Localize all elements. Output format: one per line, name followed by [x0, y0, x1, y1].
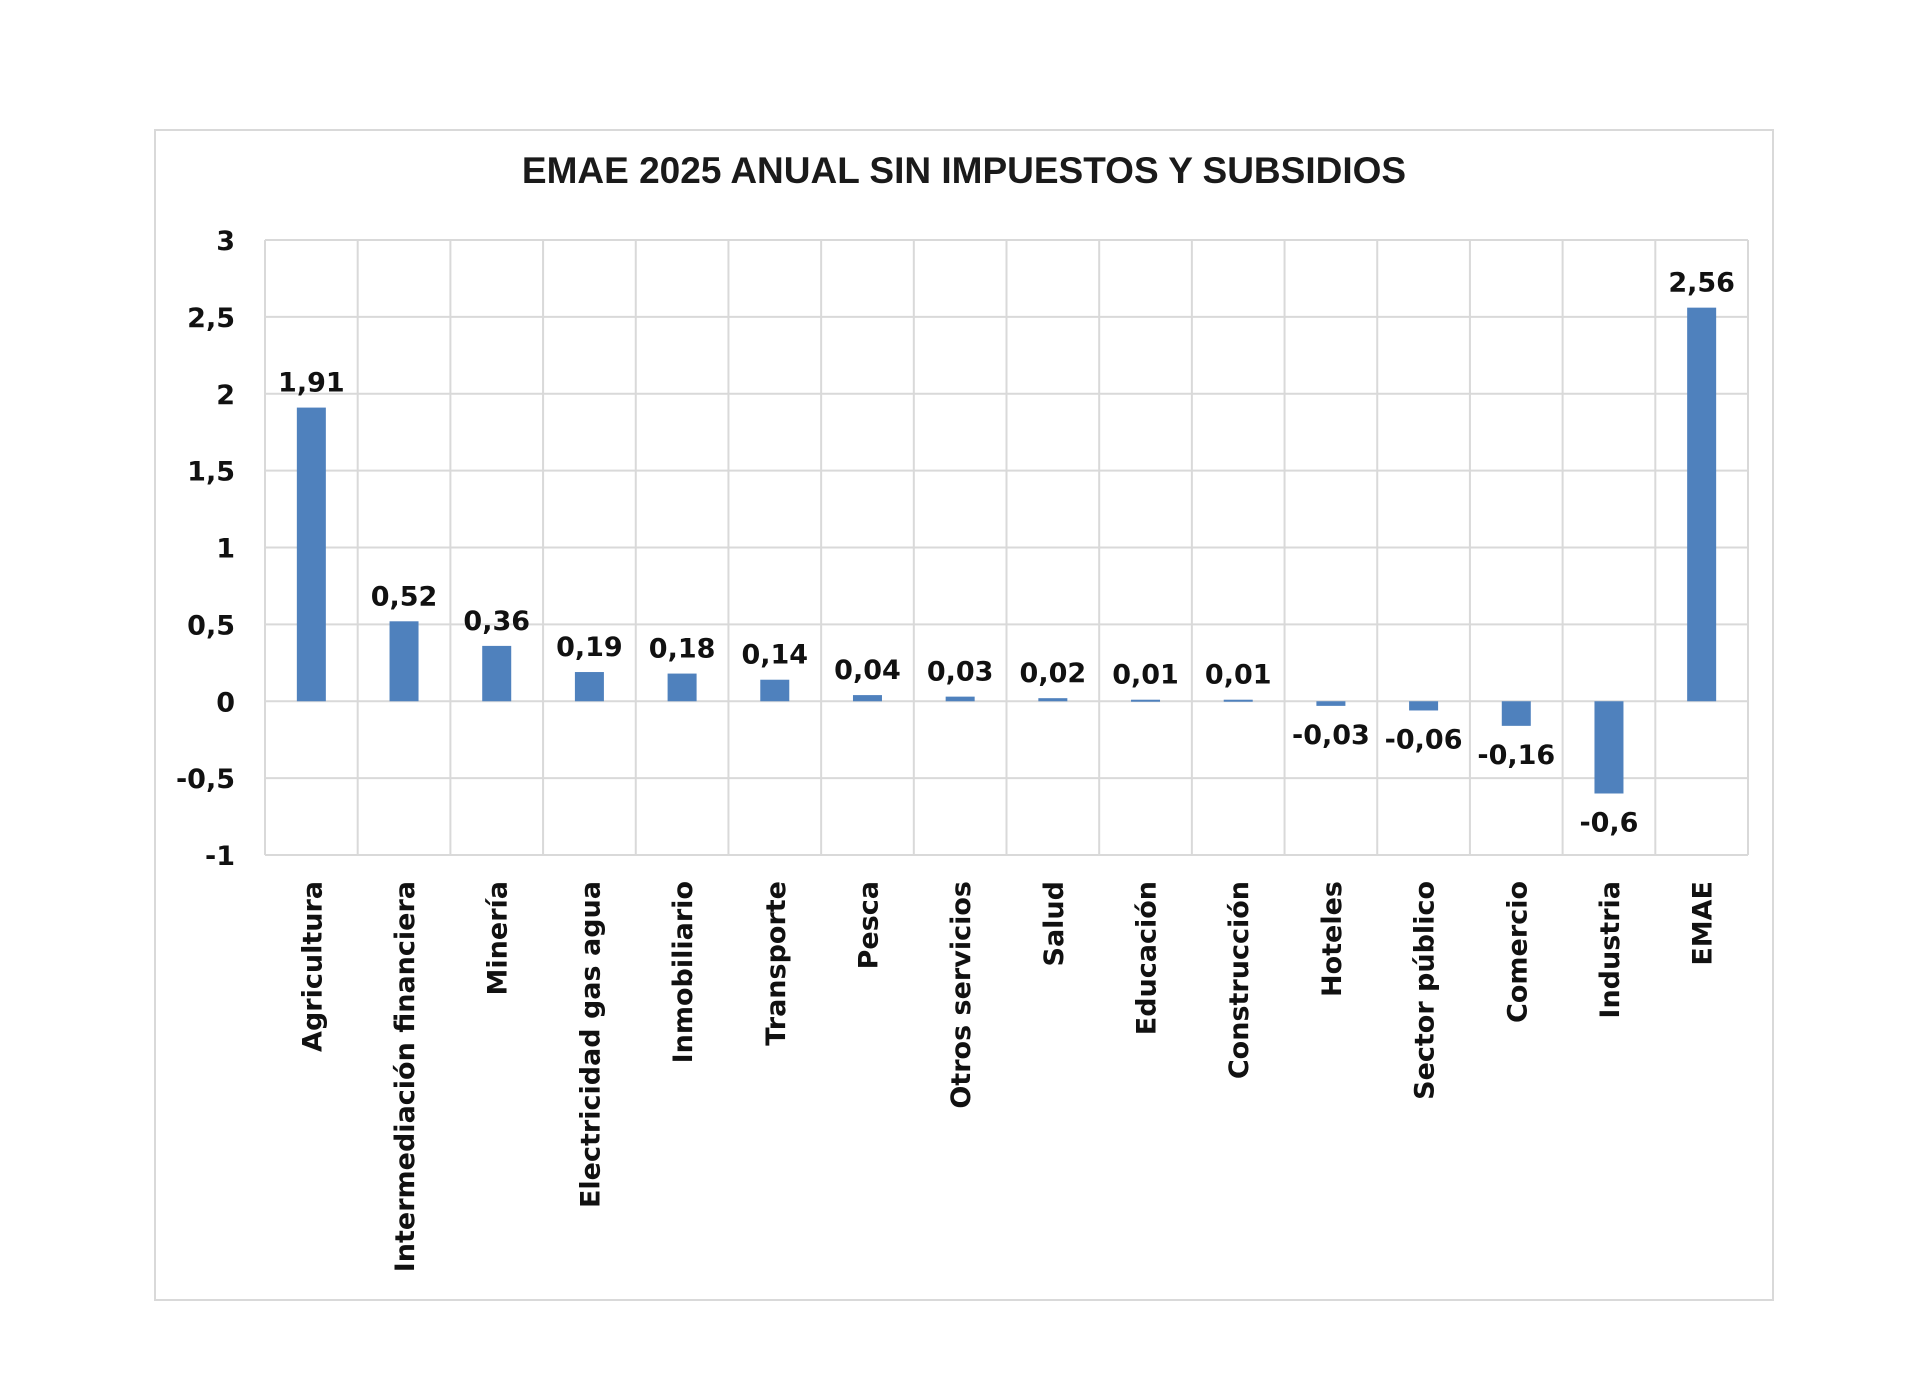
bar [1131, 699, 1161, 702]
data-label: -0,03 [1292, 720, 1370, 751]
data-label: 1,91 [278, 368, 345, 399]
bar [389, 621, 419, 702]
bar [1409, 701, 1439, 711]
x-tick-label: Minería [483, 881, 514, 995]
x-tick-label: Electricidad gas agua [575, 881, 606, 1208]
x-tick-label: Industria [1595, 881, 1626, 1019]
chart-title: EMAE 2025 ANUAL SIN IMPUESTOS Y SUBSIDIO… [521, 150, 1407, 191]
data-label: -0,6 [1579, 808, 1638, 839]
x-tick-label: Sector público [1410, 881, 1441, 1100]
bar [852, 695, 882, 702]
y-tick-label: 1,5 [187, 457, 235, 488]
x-tick-label: Hoteles [1317, 881, 1348, 997]
chart-frame [154, 129, 1774, 1301]
x-tick-label: Educación [1132, 881, 1163, 1035]
x-tick-label: Otros servicios [946, 881, 977, 1109]
bar [1038, 698, 1068, 702]
data-label: 0,01 [1205, 660, 1272, 691]
bar [1501, 701, 1531, 726]
x-tick-label: Agricultura [297, 881, 328, 1052]
bar [1316, 701, 1346, 706]
data-label: 0,01 [1112, 660, 1179, 691]
data-label: 0,36 [463, 606, 530, 637]
data-label: 0,14 [741, 640, 808, 671]
x-tick-label: EMAE [1688, 881, 1719, 966]
y-tick-label: 1 [216, 534, 235, 565]
y-tick-label: 0 [216, 687, 235, 718]
y-tick-label: -1 [205, 841, 235, 872]
x-tick-label: Pesca [853, 881, 884, 969]
data-label: 0,04 [834, 655, 901, 686]
data-label: 2,56 [1668, 268, 1735, 299]
bar [760, 679, 790, 702]
bar [482, 645, 512, 702]
bar [574, 672, 604, 702]
bar [296, 407, 326, 702]
y-tick-label: 3 [216, 226, 235, 257]
data-label: 0,19 [556, 632, 623, 663]
data-label: 0,02 [1020, 658, 1087, 689]
y-tick-label: 2,5 [187, 303, 235, 334]
data-label: 0,52 [371, 581, 438, 612]
bar [945, 696, 975, 702]
x-tick-label: Inmobiliario [668, 881, 699, 1063]
y-tick-label: -0,5 [176, 764, 235, 795]
y-tick-label: 2 [216, 380, 235, 411]
data-label: -0,06 [1385, 724, 1463, 755]
bar [1687, 307, 1717, 702]
bar [667, 673, 697, 702]
bar [1594, 701, 1624, 794]
x-tick-label: Comercio [1502, 881, 1533, 1023]
data-label: 0,18 [649, 634, 716, 665]
x-tick-label: Intermediación financiera [390, 881, 421, 1272]
bar [1223, 699, 1253, 702]
x-tick-label: Salud [1039, 881, 1070, 966]
x-tick-label: Construcción [1224, 881, 1255, 1079]
y-tick-label: 0,5 [187, 610, 235, 641]
x-tick-label: Transporte [761, 881, 792, 1046]
data-label: 0,03 [927, 657, 994, 688]
data-label: -0,16 [1477, 740, 1555, 771]
